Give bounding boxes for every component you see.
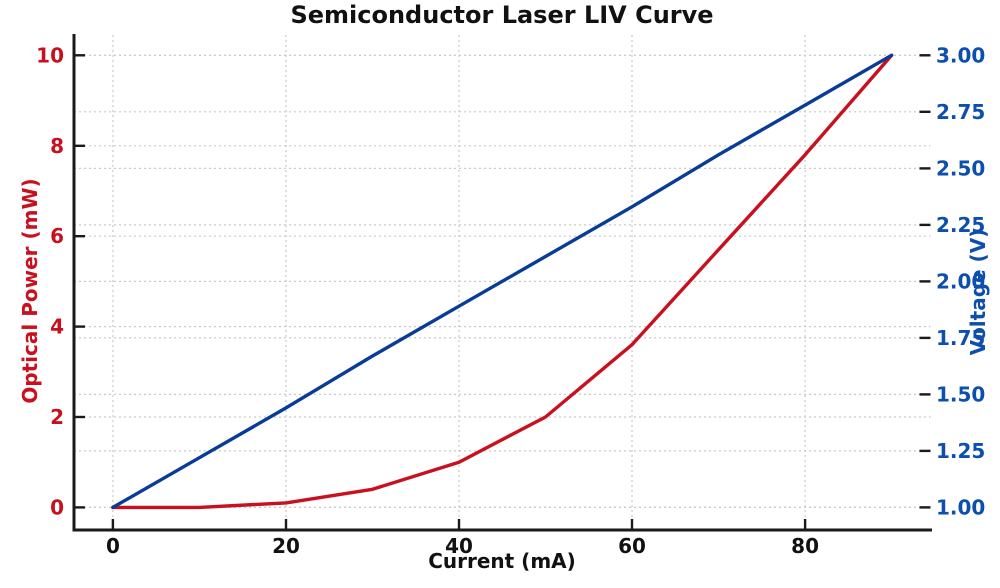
- y-left-ticks: 0 2 4 6 8 10: [36, 43, 85, 519]
- svg-text:0: 0: [106, 534, 120, 558]
- svg-text:20: 20: [272, 534, 300, 558]
- svg-text:1.75: 1.75: [936, 326, 985, 350]
- voltage-line: [111, 53, 894, 510]
- chart-title: Semiconductor Laser LIV Curve: [290, 1, 714, 29]
- svg-text:2.50: 2.50: [936, 156, 985, 180]
- axis-spines: [72, 34, 932, 532]
- y-axis-left-label: Optical Power (mW): [18, 178, 42, 404]
- svg-text:3.00: 3.00: [936, 43, 985, 67]
- svg-text:40: 40: [445, 534, 473, 558]
- x-axis-label: Current (mA): [428, 549, 576, 573]
- svg-text:2.00: 2.00: [936, 269, 985, 293]
- svg-text:2: 2: [50, 405, 64, 429]
- optical-power-line: [111, 53, 894, 510]
- svg-text:6: 6: [50, 224, 64, 248]
- svg-text:2.75: 2.75: [936, 100, 985, 124]
- svg-text:0: 0: [50, 495, 64, 519]
- svg-text:1.25: 1.25: [936, 439, 985, 463]
- svg-text:8: 8: [50, 134, 64, 158]
- svg-text:1.50: 1.50: [936, 382, 985, 406]
- svg-text:10: 10: [36, 43, 64, 67]
- x-axis-ticks: 0 20 40 60 80: [106, 519, 819, 558]
- svg-text:80: 80: [791, 534, 819, 558]
- svg-text:1.00: 1.00: [936, 495, 985, 519]
- svg-text:4: 4: [50, 315, 64, 339]
- y-axis-right-label: Voltage (V): [966, 228, 990, 356]
- y-right-ticks: 1.00 1.25 1.50 1.75 2.00 2.25 2.50 2.75 3.00: [919, 43, 985, 519]
- svg-text:2.25: 2.25: [936, 213, 985, 237]
- svg-text:60: 60: [618, 534, 646, 558]
